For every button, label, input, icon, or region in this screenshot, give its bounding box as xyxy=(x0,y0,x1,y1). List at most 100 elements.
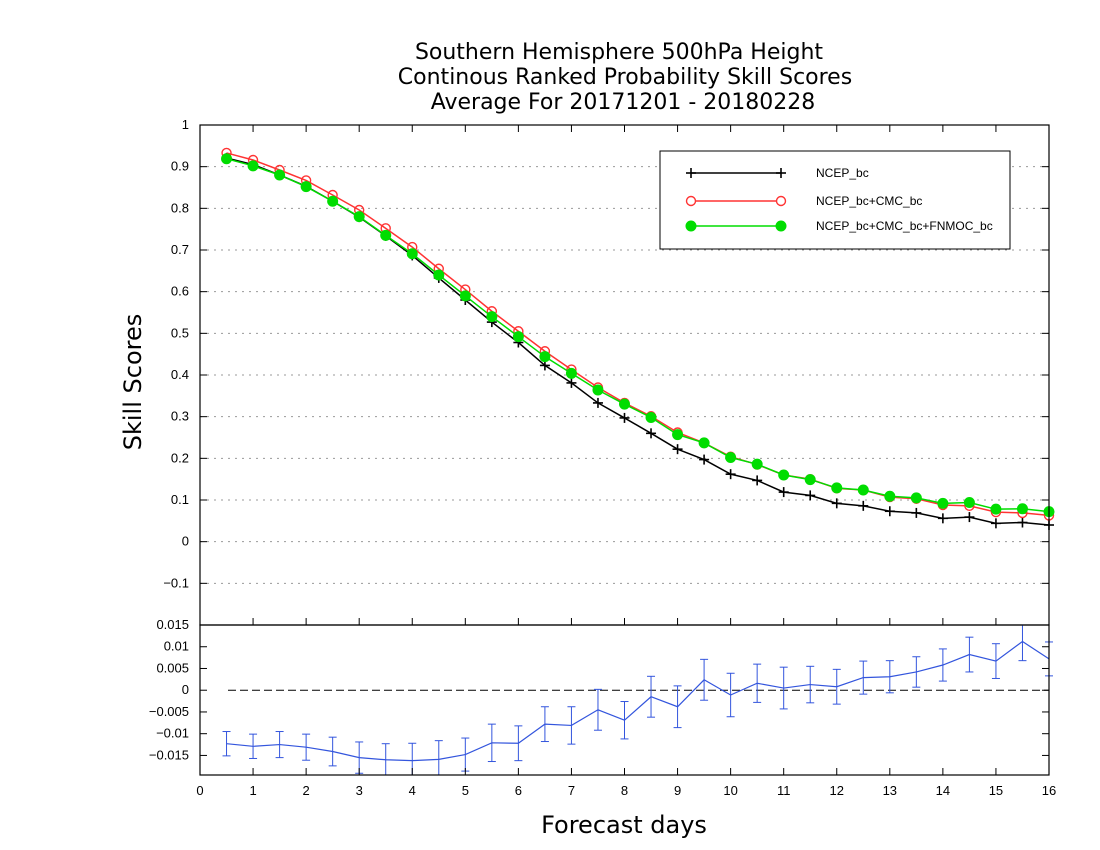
x-tick-label: 0 xyxy=(196,783,203,798)
legend-entry: NCEP_bc+CMC_bc xyxy=(685,194,922,208)
data-point-dot xyxy=(512,331,524,343)
y-tick-label: 0.4 xyxy=(171,367,189,382)
error-bar xyxy=(965,636,974,673)
data-point-dot xyxy=(804,474,816,486)
x-tick-label: 4 xyxy=(409,783,416,798)
data-point-plus xyxy=(699,454,710,465)
data-point-plus xyxy=(805,490,816,501)
data-point-dot xyxy=(910,492,922,504)
y-tick-label: 0.5 xyxy=(171,325,189,340)
error-bar xyxy=(487,723,496,763)
data-point-plus xyxy=(592,397,603,408)
data-point-dot xyxy=(353,211,365,223)
data-point-dot xyxy=(380,229,392,241)
y-tick-label: 0 xyxy=(182,534,189,549)
x-tick-label: 8 xyxy=(621,783,628,798)
legend-marker xyxy=(685,220,697,232)
y-tick-label: 0.9 xyxy=(171,159,189,174)
data-point-plus xyxy=(1017,517,1028,528)
chart-title-line-2: Continous Ranked Probability Skill Score… xyxy=(398,65,852,90)
data-point-plus xyxy=(831,498,842,509)
x-tick-label: 15 xyxy=(989,783,1003,798)
error-bar xyxy=(302,733,311,761)
legend-marker xyxy=(685,195,697,207)
data-point-dot xyxy=(221,153,233,165)
data-point-plus xyxy=(752,475,763,486)
data-point-dot xyxy=(274,169,286,181)
series-lines xyxy=(221,147,1055,530)
y-tick-label: −0.1 xyxy=(163,575,189,590)
data-point-dot xyxy=(592,384,604,396)
data-point-dot xyxy=(751,458,763,470)
data-point-dot xyxy=(990,503,1002,515)
error-bar xyxy=(885,660,894,694)
error-bar xyxy=(514,725,523,762)
difference-frame xyxy=(199,624,1050,776)
x-tick-label: 14 xyxy=(936,783,950,798)
legend: NCEP_bc NCEP_bc+CMC_bc NCEP_bc+CMC_bc+FNMO… xyxy=(659,150,1011,250)
error-bar xyxy=(832,668,841,705)
x-axis: 0 1 2 3 4 5 6 7 8 9 10 11 12 13 14 15 16 xyxy=(196,125,1056,798)
y-tick-label: 0.1 xyxy=(171,492,189,507)
chart-title-line-3: Average For 20171201 - 20180228 xyxy=(431,90,816,115)
y-tick-label: 0.01 xyxy=(164,639,189,654)
chart-title: Southern Hemisphere 500hPa Height Contin… xyxy=(398,40,852,115)
data-point-dot xyxy=(672,429,684,441)
legend-label: NCEP_bc+CMC_bc xyxy=(816,194,922,208)
error-bar xyxy=(859,660,868,695)
data-point-dot xyxy=(831,482,843,494)
error-bar xyxy=(991,643,1000,679)
data-point-dot xyxy=(725,452,737,463)
legend-box xyxy=(659,150,1011,250)
chart-title-line-1: Southern Hemisphere 500hPa Height xyxy=(415,40,823,65)
y-tick-label: 0.6 xyxy=(171,284,189,299)
data-point-dot xyxy=(884,490,896,502)
legend-entry: NCEP_bc xyxy=(686,166,869,180)
error-bar xyxy=(806,665,815,704)
data-point-plus xyxy=(964,512,975,523)
error-bar xyxy=(779,666,788,710)
y-axis-ticks: 1 0.9 0.8 0.7 0.6 0.5 0.4 0.3 0.2 0.1 0 −0.1 xyxy=(163,117,1049,626)
x-tick-label: 2 xyxy=(303,783,310,798)
data-point-plus xyxy=(990,518,1001,529)
y-tick-label: 0.2 xyxy=(171,450,189,465)
error-bar xyxy=(700,658,709,701)
error-bar xyxy=(912,656,921,688)
data-point-dot xyxy=(645,412,657,423)
y-tick-label: −0.015 xyxy=(149,747,189,762)
data-point-plus xyxy=(858,500,869,511)
error-bar xyxy=(647,675,656,718)
difference-line xyxy=(226,640,1050,762)
data-point-plus xyxy=(725,469,736,480)
x-tick-label: 1 xyxy=(249,783,256,798)
data-point-dot xyxy=(565,367,577,379)
x-tick-label: 6 xyxy=(515,783,522,798)
error-bar xyxy=(567,706,576,745)
x-tick-label: 12 xyxy=(830,783,844,798)
x-tick-label: 5 xyxy=(462,783,469,798)
data-point-dot xyxy=(406,248,418,260)
data-point-dot xyxy=(937,497,949,509)
difference-panel: 0.015 0.01 0.005 0 −0.005 −0.01 −0.015 xyxy=(149,617,1053,776)
data-point-dot xyxy=(619,398,630,410)
error-bar xyxy=(540,706,549,743)
error-bar xyxy=(620,701,629,740)
y-tick-label: 0.005 xyxy=(156,660,189,675)
data-point-dot xyxy=(433,269,445,281)
data-point-dot xyxy=(698,437,710,449)
data-point-plus xyxy=(646,428,657,439)
error-bar xyxy=(938,648,947,682)
error-bar xyxy=(593,688,602,731)
error-bar xyxy=(673,685,682,729)
legend-entries: NCEP_bc NCEP_bc+CMC_bc NCEP_bc+CMC_bc+FNMO… xyxy=(685,166,993,233)
x-tick-label: 7 xyxy=(568,783,575,798)
y-tick-label: 0.8 xyxy=(171,200,189,215)
data-point-plus xyxy=(619,412,630,423)
error-bar xyxy=(249,733,258,759)
error-bar xyxy=(328,736,337,767)
data-point-dot xyxy=(1016,503,1028,515)
difference-series xyxy=(222,625,1053,775)
legend-label: NCEP_bc xyxy=(816,166,869,180)
error-bar xyxy=(381,743,390,775)
